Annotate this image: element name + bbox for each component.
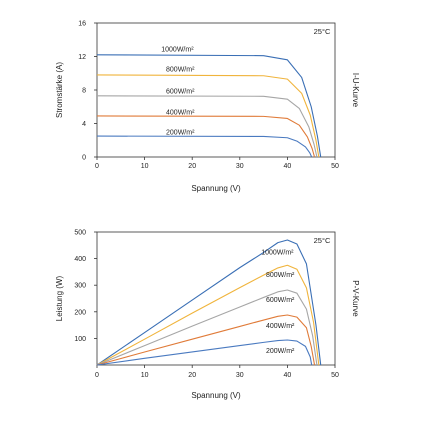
pv-series-label-800: 800W/m²: [266, 272, 295, 279]
pv-series-label-200: 200W/m²: [266, 348, 295, 355]
iu-series-line-200: [96, 135, 313, 158]
pv-series-line-600: [96, 289, 318, 366]
iu-x-axis-label: Spannung (V): [191, 184, 241, 193]
iu-series-label-800: 800W/m²: [166, 67, 195, 74]
iu-x-tick-label: 10: [141, 163, 149, 170]
iu-y-tick-label: 16: [78, 21, 86, 28]
pv-series-line-200: [96, 339, 313, 366]
pv-y-tick-label: 200: [74, 309, 86, 316]
iu-y-tick-label: 4: [82, 121, 86, 128]
iu-y-tick-label: 12: [78, 54, 86, 61]
pv-y-axis-label: Leistung (W): [55, 275, 64, 321]
iu-x-tick-label: 50: [331, 163, 339, 170]
iu-series-line-400: [96, 115, 316, 158]
iu-series-label-600: 600W/m²: [166, 88, 195, 95]
pv-x-tick-label: 10: [141, 372, 149, 379]
pv-x-tick-label: 0: [95, 372, 99, 379]
iu-y-axis-label: Stromstärke (A): [55, 62, 64, 118]
pv-series-label-1000: 1000W/m²: [261, 250, 294, 257]
iu-series-label-1000: 1000W/m²: [161, 46, 194, 53]
iu-chart-title: I-U-Kurve: [351, 73, 360, 108]
pv-series-label-600: 600W/m²: [266, 297, 295, 304]
iu-series-line-600: [96, 95, 318, 158]
iu-y-tick-label: 0: [82, 155, 86, 162]
iu-series-line-800: [96, 74, 320, 158]
pv-chart-title: P-V-Kurve: [351, 280, 360, 317]
pv-plot-frame: [96, 231, 336, 366]
pv-temperature-annotation: 25°C: [314, 236, 331, 245]
iu-series-line-1000: [96, 54, 322, 158]
pv-series-line-800: [96, 264, 320, 366]
iu-series-label-400: 400W/m²: [166, 109, 195, 116]
pv-series-line-1000: [96, 239, 322, 366]
pv-series-line-400: [96, 314, 316, 366]
pv-x-tick-label: 40: [284, 372, 292, 379]
iu-temperature-annotation: 25°C: [314, 27, 331, 36]
pv-x-tick-label: 50: [331, 372, 339, 379]
iu-x-tick-label: 40: [284, 163, 292, 170]
pv-x-axis-label: Spannung (V): [191, 391, 241, 400]
iu-x-tick-label: 0: [95, 163, 99, 170]
iu-series-label-200: 200W/m²: [166, 129, 195, 136]
pv-y-tick-label: 100: [74, 336, 86, 343]
iu-y-tick-label: 8: [82, 88, 86, 95]
pv-x-tick-label: 20: [188, 372, 196, 379]
pv-y-tick-label: 500: [74, 230, 86, 237]
pv-y-tick-label: 400: [74, 256, 86, 263]
iu-x-tick-label: 30: [236, 163, 244, 170]
iu-x-tick-label: 20: [188, 163, 196, 170]
pv-y-tick-label: 300: [74, 283, 86, 290]
iu-chart: 0 10 20 30 40 50 0 4 8 12 16 Spannung (V) Stromstärk…: [55, 21, 360, 194]
pv-series-label-400: 400W/m²: [266, 323, 295, 330]
pv-x-tick-label: 30: [236, 372, 244, 379]
pv-chart: 0 10 20 30 40 50 100 200 300 400 500 Spannung (V) Le…: [55, 230, 360, 401]
